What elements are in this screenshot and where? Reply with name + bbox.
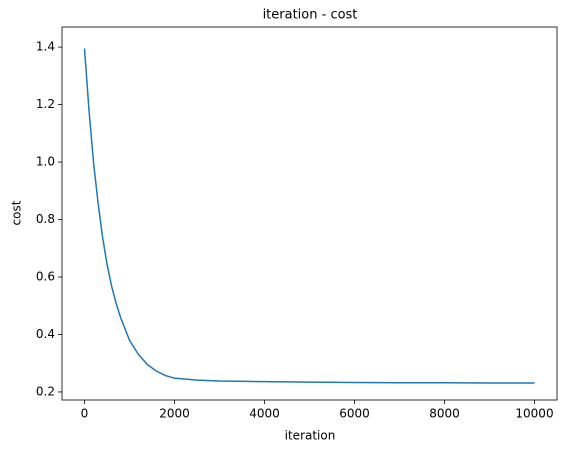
- plot-frame: [61, 26, 558, 401]
- y-tick-label: 1.2: [36, 97, 55, 111]
- x-tick-label: 8000: [429, 407, 460, 421]
- x-tick-label: 4000: [249, 407, 280, 421]
- y-tick-label: 1.0: [36, 155, 55, 169]
- line-series: [83, 48, 535, 384]
- x-axis-label: iteration: [285, 429, 336, 443]
- x-tick-label: 2000: [159, 407, 190, 421]
- y-tick-label: 1.4: [36, 40, 55, 54]
- x-tick-label: 6000: [339, 407, 370, 421]
- x-tick-label: 0: [81, 407, 89, 421]
- x-tick-label: 10000: [515, 407, 553, 421]
- y-tick-label: 0.4: [36, 327, 55, 341]
- y-axis-label: cost: [10, 200, 24, 225]
- y-tick-label: 0.6: [36, 270, 55, 284]
- chart-title: iteration - cost: [263, 8, 358, 23]
- y-tick-label: 0.2: [36, 384, 55, 398]
- y-tick-label: 0.8: [36, 212, 55, 226]
